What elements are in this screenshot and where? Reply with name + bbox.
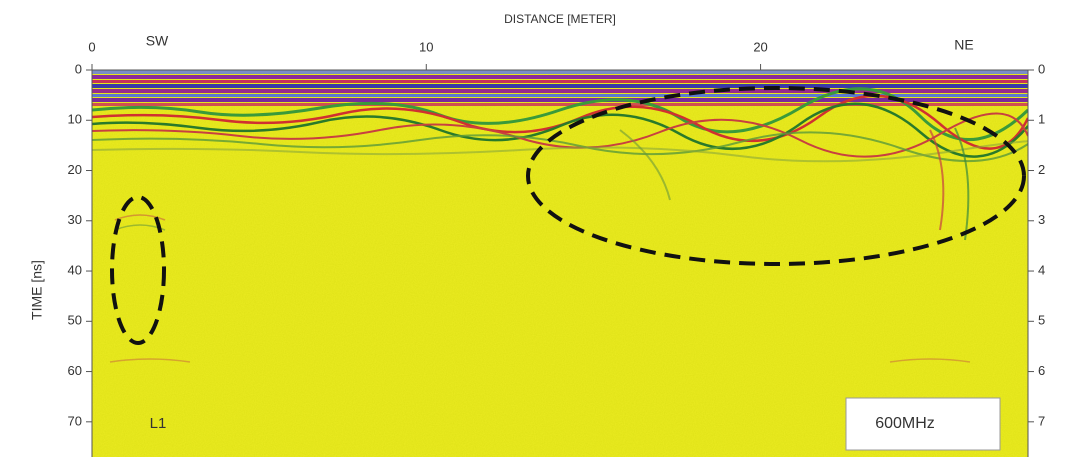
y2-tick-label: 6	[1038, 363, 1045, 378]
annotation: 600MHz	[875, 415, 935, 432]
y-tick-label: 70	[68, 413, 82, 428]
annotation: NE	[954, 37, 973, 53]
annotation-box	[845, 397, 1001, 451]
y2-tick-label: 1	[1038, 112, 1045, 127]
x-tick-label: 10	[419, 39, 433, 54]
y-tick-label: 40	[68, 262, 82, 277]
y-tick-label: 20	[68, 162, 82, 177]
x-tick-label: 20	[753, 39, 767, 54]
y2-tick-label: 4	[1038, 262, 1045, 277]
y-tick-label: 60	[68, 363, 82, 378]
annotation: L1	[150, 415, 167, 432]
y-tick-label: 0	[75, 61, 82, 76]
y2-tick-label: 5	[1038, 313, 1045, 328]
y2-tick-label: 2	[1038, 162, 1045, 177]
highlight-ellipse	[110, 195, 166, 345]
y-tick-label: 30	[68, 212, 82, 227]
y-tick-label: 10	[68, 112, 82, 127]
y2-tick-label: 3	[1038, 212, 1045, 227]
annotation: SW	[146, 33, 169, 49]
x-tick-label: 0	[88, 39, 95, 54]
y-tick-label: 50	[68, 313, 82, 328]
y2-tick-label: 7	[1038, 413, 1045, 428]
highlight-ellipse	[526, 86, 1026, 266]
y-axis-title: TIME [ns]	[29, 260, 45, 320]
y2-tick-label: 0	[1038, 61, 1045, 76]
x-axis-title: DISTANCE [METER]	[504, 12, 616, 26]
